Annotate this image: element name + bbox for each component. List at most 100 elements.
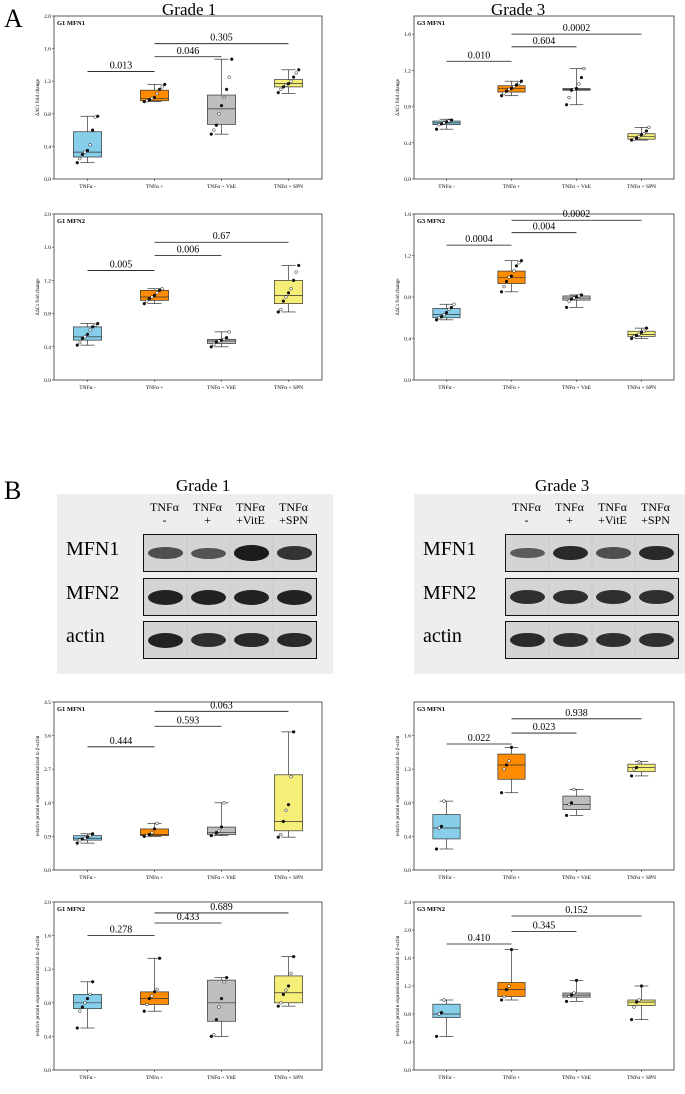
blot-row-label: MFN2 [423,582,477,604]
blot-row-label: MFN1 [66,538,120,560]
data-point [514,264,519,268]
x-tick-label: TNFα - [79,1075,96,1081]
pvalue-label: 0.67 [213,231,231,242]
data-point [291,954,296,959]
data-point [434,1034,439,1039]
pvalue-label: 0.604 [533,36,556,47]
data-point [80,336,85,341]
data-point [279,87,283,91]
data-point [286,81,291,86]
data-point [214,831,219,835]
data-point [85,996,90,1001]
y-axis-label: relative protein expression normalized t… [35,735,41,836]
data-point [224,975,229,980]
y-tick-label: 0.4 [404,1040,411,1046]
pvalue-label: 0.004 [533,222,556,233]
data-point [444,310,449,315]
blot-band [277,546,312,560]
data-point [214,1017,219,1022]
data-point [504,89,509,93]
chart-title: G1 MFN2 [57,218,85,225]
box [627,763,656,773]
x-tick-label: TNFα + SPN [627,385,656,391]
data-point [644,326,649,330]
y-tick-label: 1.6 [404,212,411,218]
data-point [569,993,574,997]
data-point [574,86,579,91]
blot-strip [505,534,679,572]
panel-letter-b: B [4,476,22,505]
data-point [289,775,293,779]
blot-band [596,547,631,559]
y-tick-label: 1.8 [44,801,51,807]
lane-header-line1: TNFα [193,500,222,514]
data-point [209,132,213,136]
chart-title: G1 MFN2 [57,906,85,913]
lane-divider [272,535,274,571]
data-point [284,808,288,812]
chart-title: G1 MFN1 [57,20,85,27]
lane-header: TNFα +VitE [591,501,634,527]
x-tick-label: TNFα + VitE [207,385,237,391]
data-point [152,827,157,831]
data-point [572,991,576,995]
box [497,753,526,780]
pvalue-label: 0.013 [110,60,133,71]
blot-row-label: actin [66,625,105,647]
lane-divider [634,579,636,615]
chart-g1-mfn2-ddct: G1 MFN2 0.0 0.4 0.8 1.2 1.6 2.0 ΔΔCt fold chang… [34,212,323,391]
chart-g3-mfn1-ddct: G3 MFN1 0.0 0.4 0.8 1.2 1.6 ΔΔCt fold change TN… [394,15,675,190]
data-point [286,984,291,988]
data-point [284,988,288,992]
lane-header-line2: +SPN [641,513,670,527]
data-point [519,79,524,83]
data-point [217,1005,221,1009]
panel-letter-a: A [4,4,23,33]
blot-band [639,590,674,604]
data-point [509,274,514,278]
lane-header-line1: TNFα [555,500,584,514]
chart-g3-mfn2-ddct: G3 MFN2 0.0 0.4 0.8 1.2 1.6 ΔΔCt fold change TN… [394,209,675,391]
y-tick-label: 1.2 [404,984,411,990]
x-tick-label: TNFα + VitE [207,184,237,190]
data-point [224,87,229,91]
data-point [85,332,90,336]
data-point [150,994,154,998]
data-point [297,263,301,268]
y-tick-label: 1.6 [404,32,411,38]
data-point [88,143,92,147]
y-tick-label: 1.2 [44,967,51,973]
data-point [579,293,584,297]
y-tick-label: 2.0 [44,900,51,906]
data-point [499,94,504,98]
pvalue-label: 0.444 [110,736,133,747]
y-tick-label: 0.8 [404,1012,411,1018]
blot-band [510,547,545,559]
blot-band [277,589,312,605]
lane-divider [591,579,593,615]
data-point [281,85,286,89]
lane-header: TNFα +VitE [229,501,272,527]
y-tick-label: 1.6 [404,956,411,962]
data-point [147,297,152,301]
data-point [434,847,439,851]
data-point [88,992,92,997]
data-point [567,994,571,999]
blot-band [191,589,226,605]
data-point [291,75,296,79]
blot-band [148,589,183,605]
data-point [439,824,444,828]
chart-title: G3 MFN2 [417,906,445,913]
lane-header: TNFα - [505,501,548,527]
data-point [157,87,162,91]
data-point [279,832,283,837]
y-tick-label: 1.6 [44,934,51,940]
data-point [437,1012,441,1016]
data-point [567,299,571,303]
blot-band [148,632,183,648]
data-point [150,295,154,299]
data-point [90,832,95,836]
blot-grade3-title: Grade 3 [535,476,590,495]
lane-divider [229,622,231,658]
y-tick-label: 0.8 [44,312,51,318]
